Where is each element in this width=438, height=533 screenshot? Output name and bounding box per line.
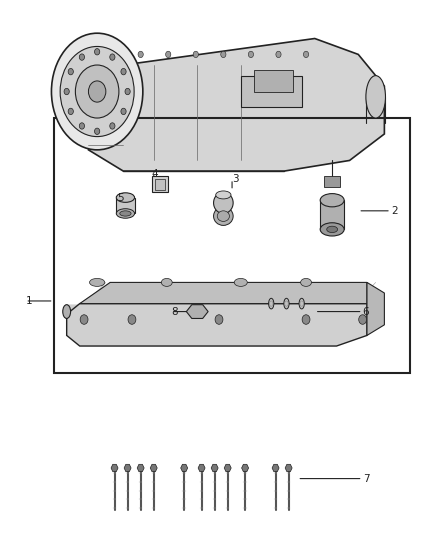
Bar xyxy=(152,176,168,192)
Ellipse shape xyxy=(166,51,171,58)
Polygon shape xyxy=(181,464,187,472)
Ellipse shape xyxy=(88,81,106,102)
Polygon shape xyxy=(272,464,279,472)
Polygon shape xyxy=(67,304,367,346)
Ellipse shape xyxy=(302,315,310,324)
Polygon shape xyxy=(224,464,231,472)
Ellipse shape xyxy=(75,65,119,118)
Ellipse shape xyxy=(125,88,130,95)
Ellipse shape xyxy=(79,54,85,60)
Ellipse shape xyxy=(276,51,281,58)
Ellipse shape xyxy=(138,51,143,58)
Text: 7: 7 xyxy=(363,474,369,483)
Ellipse shape xyxy=(116,209,134,218)
Ellipse shape xyxy=(121,68,126,75)
Bar xyxy=(324,176,340,187)
Ellipse shape xyxy=(216,191,231,199)
Ellipse shape xyxy=(79,123,85,129)
Ellipse shape xyxy=(215,315,223,324)
Ellipse shape xyxy=(60,46,134,136)
Ellipse shape xyxy=(268,298,274,309)
Text: 5: 5 xyxy=(117,192,124,203)
Ellipse shape xyxy=(110,123,115,129)
Ellipse shape xyxy=(248,51,254,58)
Ellipse shape xyxy=(110,54,115,60)
Polygon shape xyxy=(150,464,157,472)
Ellipse shape xyxy=(221,51,226,58)
Text: 4: 4 xyxy=(152,169,158,179)
Ellipse shape xyxy=(80,315,88,324)
Ellipse shape xyxy=(161,278,172,286)
Bar xyxy=(53,118,410,373)
Text: 2: 2 xyxy=(391,206,398,216)
Text: 6: 6 xyxy=(363,306,369,317)
Ellipse shape xyxy=(64,88,69,95)
Ellipse shape xyxy=(193,51,198,58)
Ellipse shape xyxy=(95,49,100,55)
Ellipse shape xyxy=(120,211,131,216)
Bar xyxy=(155,179,166,190)
Polygon shape xyxy=(88,38,385,171)
Ellipse shape xyxy=(68,108,74,115)
Ellipse shape xyxy=(234,278,247,286)
Polygon shape xyxy=(242,464,249,472)
Polygon shape xyxy=(198,464,205,472)
Polygon shape xyxy=(186,305,208,318)
Polygon shape xyxy=(367,282,385,335)
Polygon shape xyxy=(67,305,197,318)
Polygon shape xyxy=(80,282,367,304)
Ellipse shape xyxy=(299,298,304,309)
Ellipse shape xyxy=(128,315,136,324)
Ellipse shape xyxy=(320,193,344,207)
Ellipse shape xyxy=(359,315,367,324)
Polygon shape xyxy=(285,464,292,472)
Bar xyxy=(241,76,302,108)
Bar xyxy=(320,200,344,229)
Ellipse shape xyxy=(214,192,233,214)
Ellipse shape xyxy=(366,76,385,118)
Ellipse shape xyxy=(51,33,143,150)
Text: 8: 8 xyxy=(171,306,178,317)
Polygon shape xyxy=(137,464,144,472)
Ellipse shape xyxy=(217,211,230,221)
Ellipse shape xyxy=(116,193,134,203)
Polygon shape xyxy=(111,464,118,472)
Bar xyxy=(116,198,134,214)
Polygon shape xyxy=(124,464,131,472)
Ellipse shape xyxy=(95,128,100,134)
Ellipse shape xyxy=(300,278,311,286)
Text: 3: 3 xyxy=(232,174,239,184)
Ellipse shape xyxy=(320,223,344,236)
Ellipse shape xyxy=(214,207,233,225)
Ellipse shape xyxy=(284,298,289,309)
Ellipse shape xyxy=(121,108,126,115)
Bar xyxy=(254,70,293,92)
Text: 1: 1 xyxy=(25,296,32,306)
Ellipse shape xyxy=(327,226,338,232)
Ellipse shape xyxy=(304,51,309,58)
Ellipse shape xyxy=(68,68,74,75)
Ellipse shape xyxy=(63,305,71,318)
Polygon shape xyxy=(211,464,218,472)
Ellipse shape xyxy=(89,278,105,286)
